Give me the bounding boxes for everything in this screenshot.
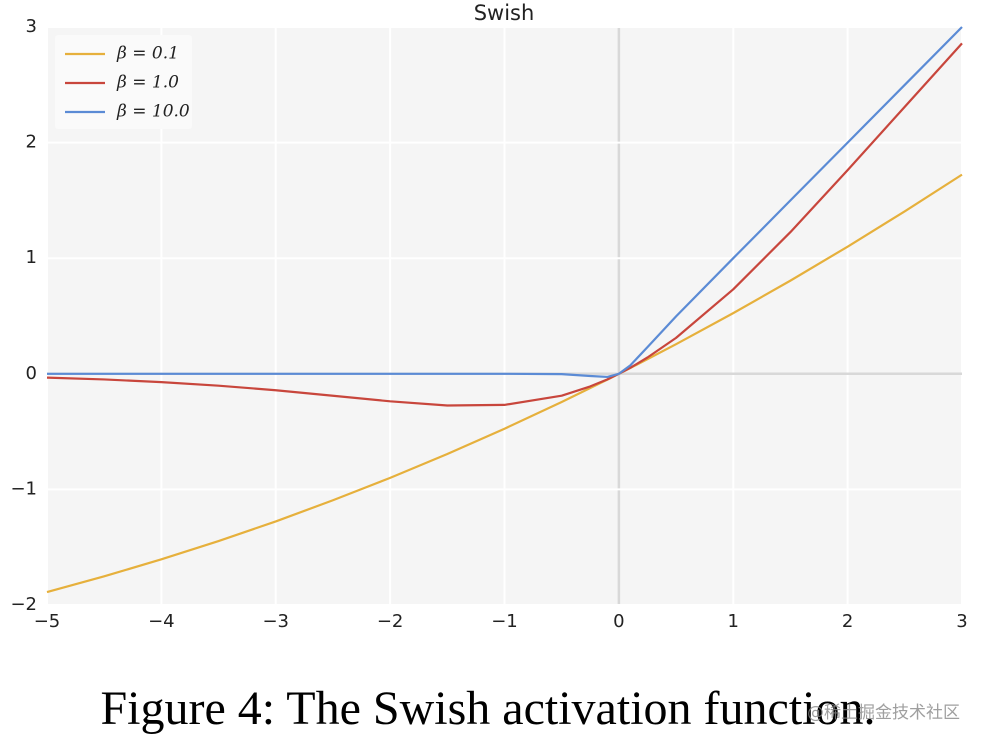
x-tick-label: −5 bbox=[34, 611, 61, 632]
lines bbox=[46, 26, 963, 594]
x-tick-label: −3 bbox=[262, 611, 289, 632]
chart-title: Swish bbox=[474, 1, 535, 25]
y-tick-label: −1 bbox=[10, 478, 37, 499]
caption: Figure 4: The Swish activation function. bbox=[100, 682, 875, 735]
y-tick-label: 3 bbox=[26, 16, 37, 37]
y-tick-label: 0 bbox=[26, 363, 37, 384]
x-tick-label: 2 bbox=[842, 611, 853, 632]
watermark: @稀土掘金技术社区 bbox=[807, 703, 960, 723]
y-tick-label: −2 bbox=[10, 594, 37, 615]
series-line bbox=[46, 42, 963, 407]
series-line bbox=[47, 26, 963, 379]
y-tick-label: 1 bbox=[26, 247, 37, 268]
x-tick-label: −1 bbox=[491, 611, 518, 632]
tick-labels: −5 −4 −3 −2 −1 0 1 2 3 −2 −1 0 1 2 3 bbox=[10, 16, 967, 632]
legend-label: β = 0.1 bbox=[116, 44, 179, 64]
legend-label: β = 1.0 bbox=[116, 73, 179, 93]
y-tick-label: 2 bbox=[26, 132, 37, 153]
x-tick-label: 1 bbox=[728, 611, 739, 632]
legend-label: β = 10.0 bbox=[116, 102, 190, 122]
x-tick-label: 0 bbox=[613, 611, 624, 632]
legend-box bbox=[55, 35, 192, 129]
series-line bbox=[46, 173, 963, 594]
x-tick-label: −4 bbox=[148, 611, 175, 632]
grid bbox=[46, 26, 963, 606]
legend: β = 0.1 β = 1.0 β = 10.0 bbox=[55, 35, 192, 129]
x-tick-label: 3 bbox=[956, 611, 967, 632]
x-tick-label: −2 bbox=[377, 611, 404, 632]
